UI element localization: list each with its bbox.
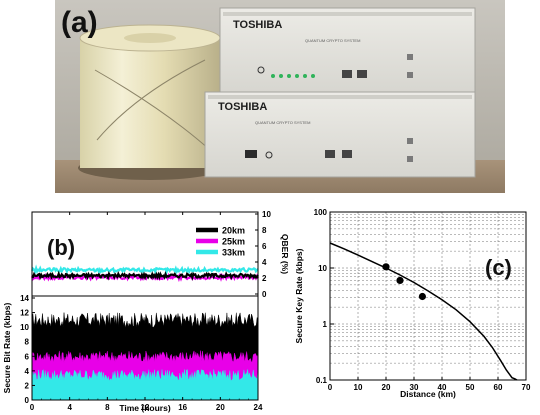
plot-c-frame — [329, 211, 527, 381]
ethernet-port-bottom-1 — [325, 150, 335, 158]
y-tick-label: 1 — [323, 320, 328, 329]
data-point — [396, 276, 404, 285]
y-right-tick-label: 8 — [262, 226, 267, 235]
x-tick-label: 60 — [494, 383, 503, 392]
legend-label-25km: 25km — [222, 237, 245, 247]
panel-b-label: (b) — [47, 235, 75, 260]
y-tick-label: 0.1 — [316, 376, 328, 385]
x-tick-label: 20 — [216, 403, 225, 412]
x-tick-label: 24 — [254, 403, 263, 412]
x-tick-label: 4 — [67, 403, 72, 412]
x-tick-label: 12 — [141, 403, 150, 412]
system-label-top: QUANTUM CRYPTO SYSTEM — [305, 38, 360, 43]
qber-traces — [30, 264, 260, 283]
equipment-photo: TOSHIBA QUANTUM CRYPTO SYSTEM TOSHIBA QU… — [55, 0, 505, 193]
y-axis-label: Secure Key Rate (kbps) — [294, 248, 304, 343]
x-axis-label: Distance (km) — [400, 389, 456, 399]
fiber-connector-top — [407, 54, 413, 60]
ethernet-port-bottom-2 — [342, 150, 352, 158]
power-icon-top — [257, 66, 265, 74]
brand-label-top: TOSHIBA — [233, 19, 282, 31]
bit-rate-traces — [31, 312, 259, 401]
theory-curve — [329, 242, 518, 381]
brand-label-bottom: TOSHIBA — [218, 101, 267, 113]
fiber-spool — [78, 24, 225, 180]
x-tick-label: 30 — [410, 383, 419, 392]
y-tick-label: 10 — [318, 264, 327, 273]
x-tick-label: 50 — [466, 383, 475, 392]
crypto-unit-top: TOSHIBA QUANTUM CRYPTO SYSTEM — [219, 7, 476, 97]
ethernet-port-top-1 — [342, 70, 352, 78]
plot-c-grid — [329, 212, 527, 381]
x-tick-label: 10 — [354, 383, 363, 392]
y-right-tick-label: 6 — [262, 242, 267, 251]
x-axis-label: Time (hours) — [119, 403, 170, 413]
plot-c-axes: 0 10 20 30 40 50 60 70 0.1 1 10 100 Distance (km) Sec… — [294, 208, 531, 399]
data-point — [418, 292, 426, 301]
y-left-tick-label: 4 — [25, 367, 30, 376]
y-left-tick-label: 2 — [25, 381, 30, 390]
x-tick-label: 70 — [522, 383, 531, 392]
power-icon-bottom — [265, 151, 273, 159]
x-tick-label: 0 — [328, 383, 333, 392]
y-left-tick-label: 0 — [25, 396, 30, 405]
y-left-tick-label: 14 — [20, 294, 29, 303]
x-tick-label: 40 — [438, 383, 447, 392]
status-leds-top — [271, 74, 315, 78]
qber-line-33km — [31, 264, 259, 276]
y-right-tick-label: 10 — [262, 210, 271, 219]
y-left-tick-label: 6 — [25, 352, 30, 361]
legend-label-20km: 20km — [222, 226, 245, 236]
fiber-connector-bottom — [407, 138, 413, 144]
system-label-bottom: QUANTUM CRYPTO SYSTEM — [255, 120, 310, 125]
x-tick-label: 0 — [30, 403, 35, 412]
y-left-tick-label: 10 — [20, 323, 29, 332]
y-tick-label: 100 — [314, 208, 328, 217]
crypto-unit-bottom: TOSHIBA QUANTUM CRYPTO SYSTEM — [204, 91, 476, 178]
bit-rate-band-33km — [31, 369, 259, 401]
legend-label-33km: 33km — [222, 248, 245, 258]
ethernet-port-top-2 — [357, 70, 367, 78]
plot-c-curve — [329, 242, 518, 381]
plot-c: 0 10 20 30 40 50 60 70 0.1 1 10 100 Distance (km) Sec… — [294, 208, 531, 399]
plot-c-points — [382, 263, 426, 301]
y-right-tick-label: 0 — [262, 290, 267, 299]
y-right-tick-label: 2 — [262, 274, 267, 283]
qber-line-20km — [31, 270, 259, 281]
panel-c-label: (c) — [485, 255, 512, 280]
y-left-tick-label: 8 — [25, 338, 30, 347]
panel-a-label: (a) — [61, 6, 98, 39]
data-point — [382, 263, 390, 271]
y-right-tick-label: 4 — [262, 258, 267, 267]
x-tick-label: 16 — [178, 403, 187, 412]
x-tick-label: 20 — [382, 383, 391, 392]
x-tick-label: 8 — [105, 403, 110, 412]
y-left-axis-label: Secure Bit Rate (kbps) — [2, 302, 12, 393]
y-right-axis-label: QBER (%) — [280, 234, 290, 274]
y-left-tick-label: 12 — [20, 309, 29, 318]
